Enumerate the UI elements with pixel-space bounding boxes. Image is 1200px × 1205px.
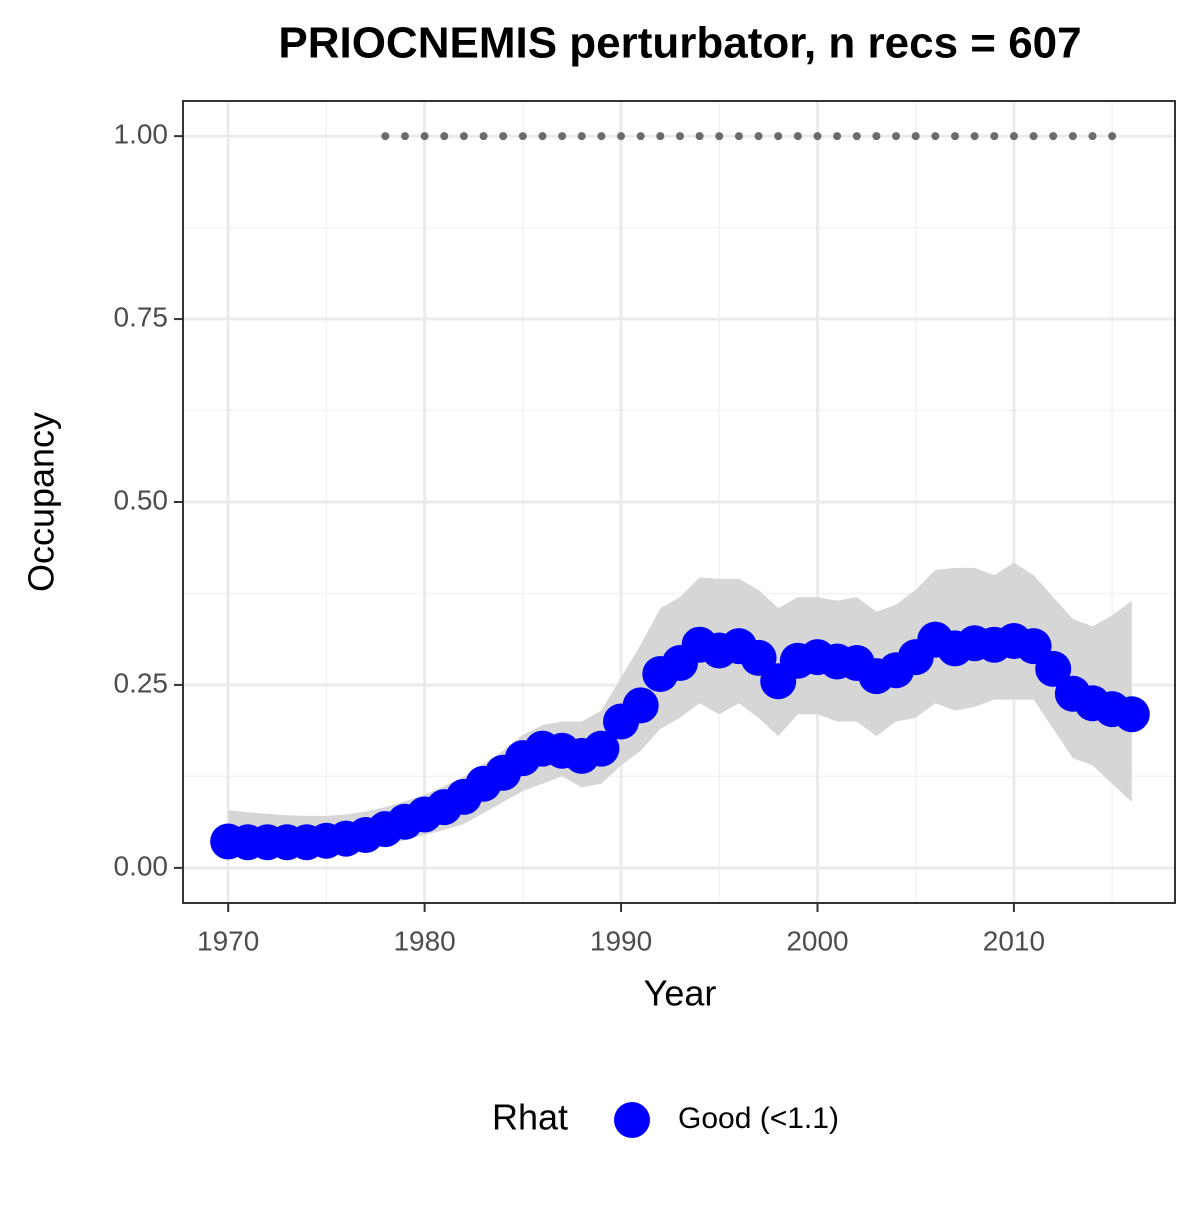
record-dot	[479, 132, 488, 141]
record-dot	[499, 132, 508, 141]
record-dot	[715, 132, 724, 141]
record-dot	[558, 132, 567, 141]
record-dot	[420, 132, 429, 141]
y-tick-label: 1.00	[114, 119, 169, 150]
record-dot	[950, 132, 959, 141]
record-dot	[577, 132, 586, 141]
y-tick-label: 0.25	[114, 667, 169, 698]
record-dot	[754, 132, 763, 141]
record-dot	[1009, 132, 1018, 141]
record-dot	[1049, 132, 1058, 141]
x-tick-label: 2000	[786, 925, 848, 956]
record-dot	[518, 132, 527, 141]
legend-swatch	[614, 1102, 650, 1138]
record-dot	[793, 132, 802, 141]
record-dot	[675, 132, 684, 141]
record-dot	[440, 132, 449, 141]
record-dot	[970, 132, 979, 141]
x-tick-label: 1980	[393, 925, 455, 956]
record-dot	[931, 132, 940, 141]
record-dot	[1029, 132, 1038, 141]
y-axis-title: Occupancy	[21, 412, 62, 592]
record-dot	[734, 132, 743, 141]
point	[622, 687, 659, 724]
record-dot	[833, 132, 842, 141]
record-dot	[400, 132, 409, 141]
y-tick-label: 0.00	[114, 850, 169, 881]
record-dot	[872, 132, 881, 141]
y-tick-label: 0.75	[114, 301, 169, 332]
record-dot	[381, 132, 390, 141]
record-dot	[1068, 132, 1077, 141]
point	[1113, 696, 1150, 733]
record-dot	[990, 132, 999, 141]
record-dot	[774, 132, 783, 141]
record-dot	[1088, 132, 1097, 141]
y-tick-label: 0.50	[114, 484, 169, 515]
record-dot	[617, 132, 626, 141]
record-dot	[597, 132, 606, 141]
record-dot	[911, 132, 920, 141]
legend-title: Rhat	[492, 1097, 568, 1138]
x-axis-title: Year	[644, 973, 717, 1014]
legend-label: Good (<1.1)	[678, 1102, 839, 1135]
point	[1035, 650, 1072, 687]
record-dot	[538, 132, 547, 141]
plot-border	[182, 100, 1176, 904]
x-tick-label: 1990	[590, 925, 652, 956]
record-dot	[1108, 132, 1117, 141]
record-dot	[656, 132, 665, 141]
record-dot	[459, 132, 468, 141]
point	[583, 730, 620, 767]
x-tick-label: 2010	[983, 925, 1045, 956]
record-dot	[852, 132, 861, 141]
chart-title: PRIOCNEMIS perturbator, n recs = 607	[278, 19, 1081, 68]
confidence-ribbon	[228, 562, 1132, 855]
record-dot	[892, 132, 901, 141]
x-tick-label: 1970	[197, 925, 259, 956]
record-dot	[636, 132, 645, 141]
record-dot	[813, 132, 822, 141]
record-dot	[695, 132, 704, 141]
